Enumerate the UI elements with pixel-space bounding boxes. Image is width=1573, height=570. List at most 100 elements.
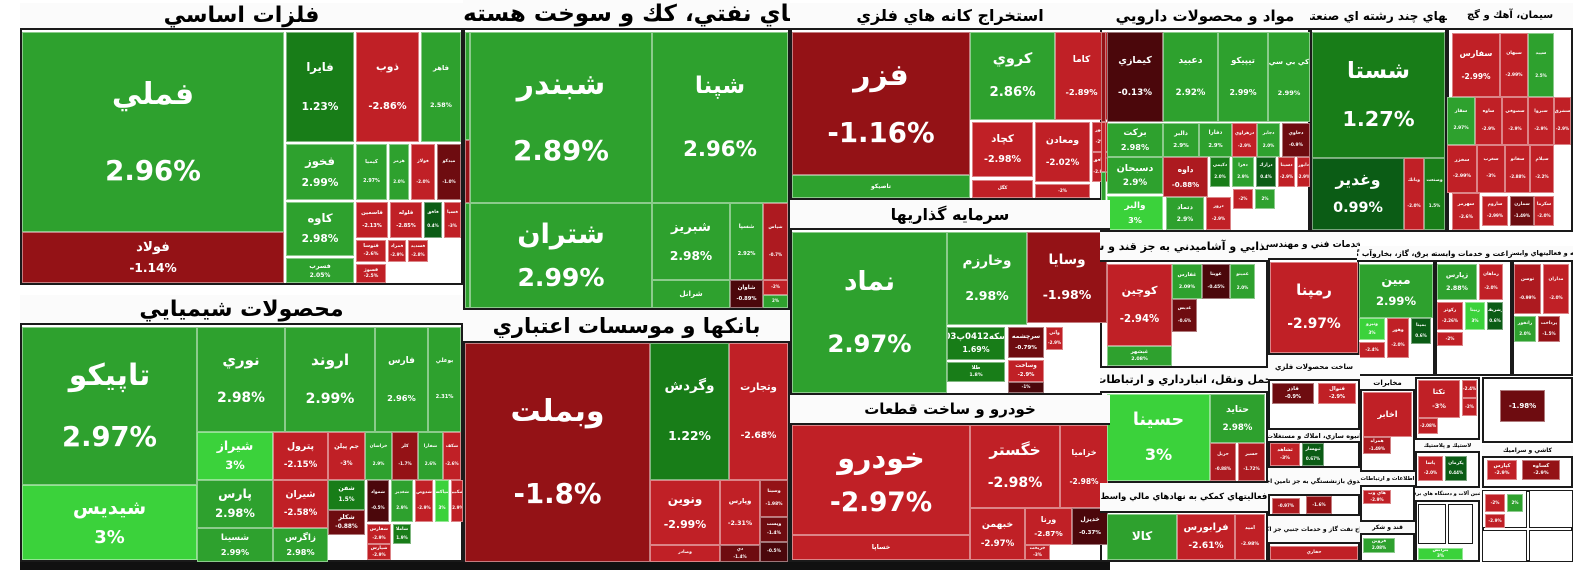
tile-دتماد[interactable]: دتماد 2.9% (1166, 197, 1204, 230)
tile-مبين[interactable]: مبين 2.99% (1359, 264, 1433, 318)
tile-شسينا[interactable]: شسينا 2.99% (197, 528, 273, 562)
tile-شپنا[interactable]: شپنا 2.96% (652, 32, 788, 203)
tile-زماهان[interactable]: زماهان -2.0% (1479, 264, 1503, 300)
tile-electricity-cell[interactable]: -2.4% (1359, 342, 1385, 358)
tile-وهور[interactable]: وهور -2.0% (1387, 318, 1409, 358)
tile-فايرا[interactable]: فايرا 1.23% (286, 32, 354, 142)
tile-اروند[interactable]: اروند 2.99% (285, 327, 375, 432)
tile-شفارا[interactable]: شفارا 2.6% (418, 432, 443, 480)
tile-شرانل[interactable]: شرانل (652, 280, 730, 308)
tile-زپارس[interactable]: زپارس 2.88% (1437, 264, 1477, 300)
tile-حسير[interactable]: حسير -1.72% (1238, 443, 1265, 481)
tile-زاگرس[interactable]: زاگرس 2.98% (273, 528, 328, 562)
tile-سخزر[interactable]: سخزر -2.99% (1447, 145, 1477, 193)
tile-فسديد[interactable]: فسديد -2.8% (408, 240, 428, 262)
tile-سفار[interactable]: سفار 2.97% (1447, 97, 1475, 145)
tile-والبر[interactable]: والبر 3% (1107, 196, 1163, 230)
tile-misc-right-2-cell[interactable]: -2.9% (1485, 514, 1505, 528)
tile-سبزوا[interactable]: سبزوا -2.9% (1528, 97, 1554, 145)
tile-شبندر[interactable]: شبندر 2.89% (470, 32, 652, 203)
tile-سكه0412پ03[interactable]: سكه0412پ03 1.69% (947, 327, 1005, 360)
tile-نماد[interactable]: نماد 2.97% (792, 232, 947, 393)
tile-وغدير[interactable]: وغدير 0.99% (1312, 158, 1404, 230)
tile-وگردش[interactable]: وگردش 1.22% (650, 343, 729, 480)
tile-شغدير[interactable]: شغدير 2.9% (391, 480, 413, 522)
tile-خودرو[interactable]: خودرو -2.97% (792, 425, 970, 535)
tile-سصوفي[interactable]: سصوفي -2.9% (1502, 97, 1528, 145)
tile-كالا[interactable]: كالا (1107, 514, 1177, 560)
tile-misc-right-2-cell[interactable]: -2% (1485, 494, 1505, 512)
tile-خراسان[interactable]: خراسان 2.9% (365, 432, 392, 480)
tile-agriculture-cell[interactable]: -2% (1437, 332, 1463, 346)
tile-ساروم[interactable]: ساروم -2.99% (1482, 196, 1508, 226)
tile-شبريز[interactable]: شبريز 2.98% (652, 203, 730, 280)
tile-شمواد[interactable]: شمواد -0.5% (367, 480, 389, 522)
tile-غويتا[interactable]: غويتا -0.45% (1202, 264, 1230, 299)
tile-سفانو[interactable]: سفانو -2.88% (1505, 145, 1530, 193)
tile-طلا[interactable]: طلا 1.8% (947, 362, 1005, 382)
tile-شيراز[interactable]: شيراز 3% (197, 432, 273, 480)
tile-وپارس[interactable]: وپارس -2.31% (720, 480, 760, 545)
tile-رمپنا[interactable]: رمپنا -2.97% (1270, 262, 1358, 353)
tile-دسبحان[interactable]: دسبحان 2.9% (1107, 157, 1163, 194)
tile-ثشاهد[interactable]: ثشاهد -3% (1270, 443, 1300, 466)
tile-وساخت[interactable]: وساخت -2.9% (1008, 360, 1044, 382)
tile-شسپا[interactable]: شسپا 2.92% (730, 203, 763, 280)
tile-هرمز[interactable]: هرمز 2.0% (389, 144, 409, 200)
tile-شكف[interactable]: شكف -2.6% (443, 432, 461, 480)
tile-شيديس[interactable]: شيديس 3% (22, 485, 197, 560)
tile-ورنا[interactable]: ورنا -2.87% (1025, 508, 1072, 545)
tile-ميدكو[interactable]: ميدكو -1.0% (437, 144, 461, 200)
tile-سمازن[interactable]: سمازن -1.49% (1510, 196, 1534, 226)
tile-دسينا[interactable]: دسينا -2.9% (1278, 157, 1295, 187)
tile-زشريف[interactable]: زشريف 0.6% (1487, 302, 1503, 330)
tile-شكلر[interactable]: شكلر -0.88% (328, 510, 365, 535)
tile-فزر[interactable]: فزر -1.16% (792, 32, 970, 175)
tile-خبهمن[interactable]: خبهمن -2.97% (970, 508, 1025, 560)
tile-شستا[interactable]: شستا 1.27% (1312, 32, 1445, 158)
tile-سهرمز[interactable]: سهرمز -2.6% (1452, 193, 1480, 230)
tile-ونيرو[interactable]: ونيرو 3% (1359, 318, 1385, 340)
tile-سپيد[interactable]: سپيد 2.5% (1528, 33, 1554, 97)
tile-تيپيكو[interactable]: تيپيكو 2.99% (1218, 32, 1268, 122)
tile-banks-cell[interactable]: -0.5% (760, 542, 788, 562)
tile-وصادر[interactable]: وصادر (650, 545, 720, 562)
tile-سرچشمه[interactable]: سرچشمه -0.79% (1008, 327, 1044, 358)
tile-ومعادن[interactable]: ومعادن -2.02% (1035, 122, 1090, 182)
tile-فنوال[interactable]: فنوال -2.9% (1318, 383, 1356, 404)
tile-كچاد[interactable]: كچاد -2.98% (972, 122, 1033, 177)
tile-سكرما[interactable]: سكرما -2.0% (1534, 196, 1554, 226)
tile-pharma-cell[interactable] (1101, 122, 1106, 172)
tile-فسپا[interactable]: فسپا -3% (444, 202, 461, 238)
tile-توسن[interactable]: توسن -0.99% (1514, 264, 1541, 314)
tile-فارس[interactable]: فارس 2.96% (375, 327, 428, 432)
tile-هاي وب[interactable]: هاي وب -2.9% (1363, 490, 1391, 504)
tile-ثبهساز[interactable]: ثبهساز 0.67% (1302, 443, 1324, 466)
tile-حتايد[interactable]: حتايد 2.98% (1210, 394, 1265, 443)
tile-دعبيد[interactable]: دعبيد 2.92% (1163, 32, 1218, 122)
tile-كيمازي[interactable]: كيمازي -0.13% (1107, 32, 1163, 122)
tile-ذوب[interactable]: ذوب -2.86% (356, 32, 419, 142)
tile-وسايا[interactable]: وسايا -1.98% (1027, 232, 1107, 323)
tile-فسوژ[interactable]: فسوژ -2.5% (356, 264, 386, 283)
tile-پارس[interactable]: پارس 2.98% (197, 480, 273, 528)
tile-پرداخت[interactable]: پرداخت -1.5% (1538, 316, 1560, 342)
tile-oil-products-cell[interactable] (465, 140, 470, 203)
tile-دابور[interactable]: دابور -2.9% (1297, 157, 1310, 187)
tile-بترانس[interactable]: بترانس 3% (1418, 548, 1463, 560)
tile-oil-products-cell[interactable] (465, 32, 470, 140)
tile-print-box-cell[interactable]: -2% (1462, 398, 1477, 416)
tile-اخابر[interactable]: اخابر (1363, 392, 1412, 437)
tile-زكوثر[interactable]: زكوثر -2.26% (1437, 302, 1463, 330)
tile-دالبر[interactable]: دالبر 2.9% (1163, 123, 1199, 157)
tile-pharma-cell[interactable]: 2% (1255, 189, 1275, 209)
tile-كساوه[interactable]: كساوه -2.9% (1522, 460, 1560, 480)
tile-pharma-cell[interactable]: -2% (1233, 189, 1253, 209)
tile-دجابر[interactable]: دجابر 2.0% (1257, 123, 1280, 157)
tile-دفارا[interactable]: دفارا 2.9% (1199, 123, 1232, 157)
tile-فولاد[interactable]: فولاد -1.14% (22, 232, 284, 283)
tile-تكتا[interactable]: تكتا -3% (1418, 380, 1460, 418)
tile-فسرب[interactable]: فسرب 2.05% (286, 258, 354, 283)
tile-حسينا[interactable]: حسينا 3% (1107, 394, 1210, 481)
tile-حريل[interactable]: حريل -0.88% (1210, 443, 1236, 481)
